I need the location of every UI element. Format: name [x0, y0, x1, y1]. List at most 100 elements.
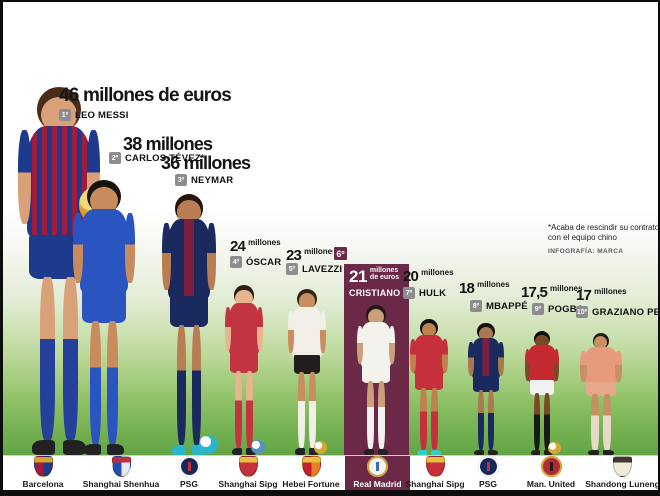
- player-figure-pogba: [516, 331, 568, 455]
- player-leg-right: [543, 393, 551, 451]
- salary-value: 23: [286, 247, 302, 264]
- player-name: NEYMAR: [191, 174, 234, 186]
- club-crest-icon: [613, 456, 632, 477]
- player-shirt: [471, 338, 501, 378]
- player-boot-right: [63, 440, 86, 455]
- player-boot-right: [543, 450, 554, 455]
- player-leg-right: [107, 320, 119, 444]
- player-face: [535, 334, 549, 348]
- player-boot-left: [171, 444, 187, 455]
- salary-unit: millones: [594, 287, 627, 296]
- player-leg-right: [603, 394, 611, 451]
- rank-badge: 5º: [286, 263, 298, 275]
- player-arm-right: [389, 326, 396, 365]
- player-name: POGBA: [548, 303, 584, 315]
- player-boot-right: [378, 449, 389, 455]
- rank-badge: 1º: [59, 109, 71, 121]
- player-leg-left: [298, 372, 306, 449]
- player-shorts: [415, 373, 443, 390]
- player-shirt: [228, 303, 260, 355]
- club-name: Real Madrid: [353, 479, 402, 489]
- player-leg-right: [308, 372, 316, 449]
- club-name: Barcelona: [22, 479, 64, 489]
- player-leg-left: [367, 381, 374, 449]
- player-shirt: [413, 334, 445, 376]
- football-icon: [313, 440, 328, 454]
- player-arm-right: [615, 350, 622, 383]
- club-crest-icon: [425, 456, 445, 477]
- player-leg-left: [420, 387, 427, 450]
- player-name: GRAZIANO PELLÉ: [592, 306, 659, 318]
- player-boot-left: [474, 449, 485, 455]
- player-arm-right: [257, 307, 264, 351]
- player-boot-right: [431, 449, 442, 455]
- player-boot-right: [107, 444, 124, 455]
- club-cell-shandong-luneng: Shandong Luneng: [585, 456, 660, 491]
- player-boot-left: [530, 450, 541, 455]
- club-crest-icon: [477, 456, 499, 477]
- salary-label: 24 millones: [230, 238, 281, 256]
- player-arm-right: [498, 342, 504, 376]
- player-shorts: [473, 375, 499, 392]
- salary-unit: millones de euros: [369, 267, 400, 281]
- player-name: LAVEZZI: [302, 263, 343, 275]
- player-name-row: 7º HULK: [403, 287, 446, 299]
- club-name: PSG: [180, 479, 198, 489]
- player-face: [235, 289, 253, 307]
- salary-label: 46 millones de euros: [59, 85, 232, 107]
- player-shorts: [529, 380, 555, 396]
- player-shorts: [230, 352, 258, 373]
- player-leg-right: [191, 324, 202, 445]
- player-name-row: 3º NEYMAR: [175, 174, 233, 186]
- club-name: Shanghai Sipg: [405, 479, 465, 489]
- football-icon: [250, 440, 265, 454]
- salary-label: 38 millones: [123, 134, 213, 155]
- player-shirt: [584, 346, 618, 384]
- player-arm-left: [288, 310, 295, 354]
- player-face: [177, 200, 201, 224]
- salary-label: 20 millones: [403, 268, 454, 286]
- player-shorts: [362, 365, 390, 384]
- player-arm-left: [409, 338, 416, 374]
- player-arm-right: [319, 310, 326, 354]
- player-leg-right: [378, 381, 385, 449]
- player-face: [594, 336, 608, 350]
- salary-value: 18: [459, 280, 475, 297]
- salary-label: 23 millones: [286, 247, 337, 265]
- footnote-line-2: con el equipo chino: [548, 232, 617, 242]
- club-cell-shanghai-sipg: Shanghai Sipg: [405, 456, 465, 491]
- player-leg-left: [235, 370, 242, 449]
- player-arm-right: [442, 338, 449, 374]
- player-figure-mbapp-: [459, 323, 513, 455]
- club-crest-icon: [540, 456, 562, 477]
- club-crest-icon: [238, 456, 258, 477]
- salary-unit: millones: [421, 268, 454, 277]
- player-face: [421, 322, 437, 338]
- salary-unit: millones de euros: [78, 85, 232, 106]
- crest-detail: [187, 462, 191, 471]
- club-name: Shandong Luneng: [585, 479, 660, 489]
- salary-value: 17,5: [521, 284, 548, 301]
- player-shirt: [292, 306, 322, 357]
- club-cell-real-madrid: Real Madrid: [345, 456, 410, 491]
- player-name: ÓSCAR: [246, 256, 282, 268]
- player-figure-neymar: [149, 194, 229, 455]
- football-icon: [198, 434, 218, 454]
- salary-unit: millones: [179, 153, 251, 173]
- player-boot-left: [363, 449, 374, 455]
- player-name-row: 4º ÓSCAR: [230, 256, 281, 268]
- player-leg-left: [591, 394, 599, 451]
- player-arm-left: [73, 213, 83, 284]
- player-boot-left: [231, 448, 242, 455]
- player-boot-right: [487, 449, 498, 455]
- player-name-row: 9º POGBA: [532, 303, 584, 315]
- football-icon: [548, 441, 561, 454]
- player-shorts: [586, 381, 616, 397]
- player-name-row: 5º LAVEZZI: [286, 263, 342, 275]
- salary-value: 17: [576, 287, 592, 304]
- club-crest-icon: [367, 456, 388, 477]
- player-shorts: [169, 295, 209, 327]
- footnote: *Acaba de rescindir su contrato con el e…: [548, 223, 658, 255]
- club-cell-hebei-fortune: Hebei Fortune: [277, 456, 345, 491]
- salary-label: 17 millones: [576, 287, 627, 305]
